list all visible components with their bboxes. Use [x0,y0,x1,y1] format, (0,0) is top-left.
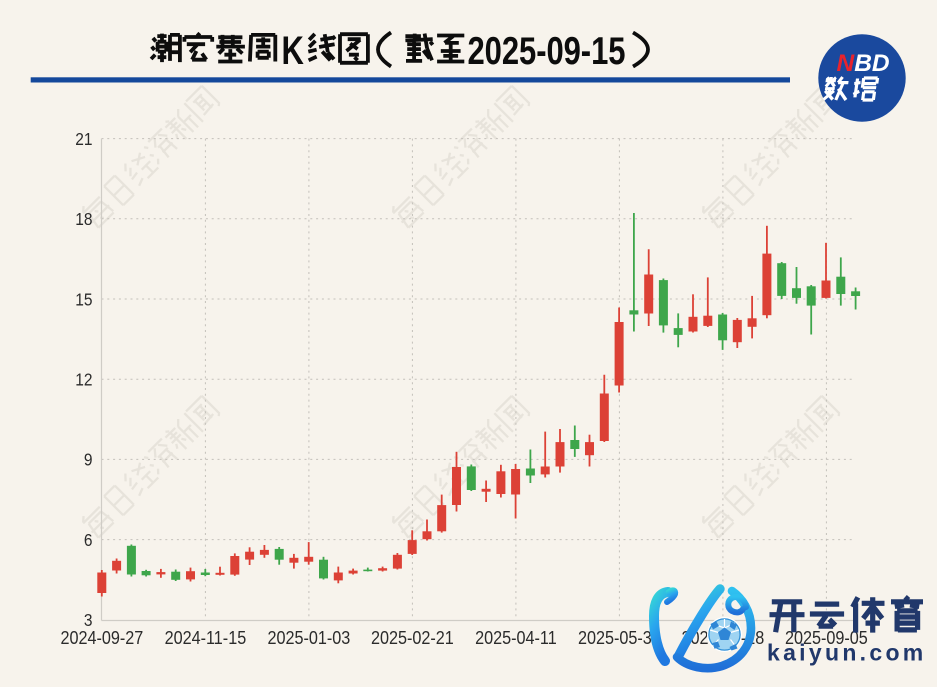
svg-text:K: K [282,27,304,73]
svg-text:18: 18 [75,209,92,229]
svg-text:21: 21 [75,129,92,149]
svg-text:6: 6 [84,530,93,550]
svg-text:2025-01-03: 2025-01-03 [267,627,350,648]
svg-text:2025-09-15: 2025-09-15 [468,28,626,72]
svg-text:3: 3 [84,610,93,630]
svg-text:kaiyun.com: kaiyun.com [767,640,927,666]
svg-text:2024-11-15: 2024-11-15 [165,627,247,648]
svg-text:15: 15 [75,289,92,309]
svg-text:12: 12 [75,369,92,389]
svg-text:2025-02-21: 2025-02-21 [371,627,454,648]
svg-text:2024-09-27: 2024-09-27 [60,627,143,648]
svg-text:2025-04-11: 2025-04-11 [475,627,557,648]
svg-text:2025-05-30: 2025-05-30 [578,627,661,648]
svg-text:2025-09-05: 2025-09-05 [785,627,868,648]
svg-text:9: 9 [84,450,93,470]
svg-text:NBD: NBD [837,50,890,77]
